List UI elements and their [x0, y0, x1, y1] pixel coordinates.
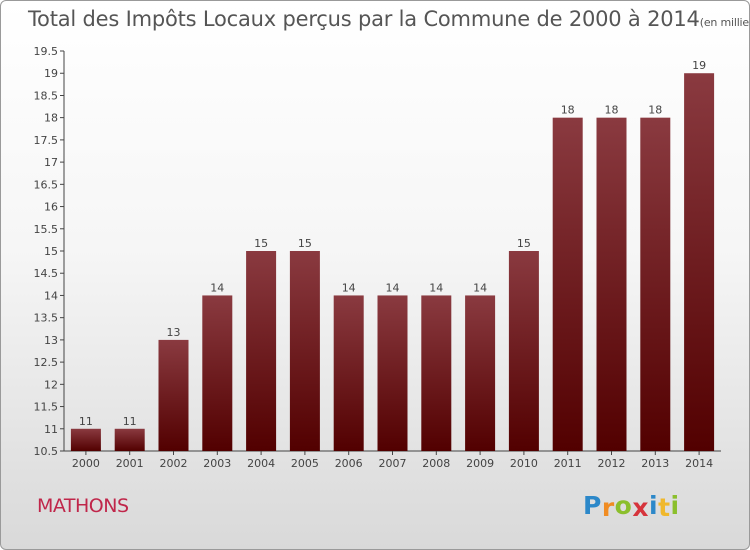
proxiti-logo[interactable]: Proxiti [583, 491, 680, 522]
bar-value-label: 18 [605, 104, 619, 117]
bar [684, 73, 715, 451]
y-tick-label: 13 [44, 334, 58, 347]
y-tick-label: 14.5 [34, 267, 59, 280]
bar [421, 295, 452, 451]
bar [158, 339, 189, 451]
bar [333, 295, 364, 451]
x-tick-label: 2013 [641, 457, 669, 470]
y-tick-label: 12 [44, 378, 58, 391]
y-tick-label: 11 [44, 423, 58, 436]
chart-unit: (en milliers d'€) [699, 16, 749, 29]
logo-letter: i [649, 491, 659, 520]
bar [596, 117, 627, 452]
bar [465, 295, 496, 451]
y-tick-label: 16 [44, 201, 58, 214]
x-tick-label: 2008 [422, 457, 450, 470]
logo-letter: t [658, 493, 671, 522]
bar-value-label: 18 [648, 104, 662, 117]
y-tick-label: 10.5 [34, 445, 59, 458]
bar-value-label: 14 [342, 281, 356, 294]
bar-value-label: 11 [79, 415, 93, 428]
bar-value-label: 19 [692, 59, 706, 72]
x-tick-label: 2006 [335, 457, 363, 470]
x-tick-label: 2007 [379, 457, 407, 470]
x-tick-label: 2003 [203, 457, 231, 470]
logo-letter: P [583, 491, 602, 520]
bar [202, 295, 233, 451]
bar [640, 117, 671, 452]
y-tick-label: 17 [44, 156, 58, 169]
bar-value-label: 18 [561, 104, 575, 117]
x-tick-label: 2002 [160, 457, 188, 470]
bar-value-label: 15 [254, 237, 268, 250]
bar [552, 117, 583, 452]
logo-letter: o [614, 491, 633, 520]
y-tick-label: 18.5 [34, 89, 59, 102]
y-tick-label: 15 [44, 245, 58, 258]
chart-title-text: Total des Impôts Locaux perçus par la Co… [28, 7, 700, 31]
bar-value-label: 14 [473, 281, 487, 294]
y-tick-label: 16.5 [34, 178, 59, 191]
bar-value-label: 11 [123, 415, 137, 428]
x-tick-label: 2010 [510, 457, 538, 470]
bar [70, 428, 101, 451]
bar [246, 251, 277, 451]
x-tick-label: 2000 [72, 457, 100, 470]
y-tick-label: 13.5 [34, 312, 59, 325]
y-tick-label: 17.5 [34, 134, 59, 147]
y-tick-label: 15.5 [34, 223, 59, 236]
x-tick-label: 2004 [247, 457, 275, 470]
bar-value-label: 14 [210, 281, 224, 294]
logo-letter: r [601, 493, 615, 522]
bar [377, 295, 408, 451]
x-tick-label: 2014 [685, 457, 713, 470]
bar-value-label: 14 [429, 281, 443, 294]
x-tick-label: 2009 [466, 457, 494, 470]
y-tick-label: 18 [44, 112, 58, 125]
y-tick-label: 19 [44, 67, 58, 80]
bar-value-label: 15 [517, 237, 531, 250]
y-tick-label: 14 [44, 289, 58, 302]
bar-value-label: 13 [167, 326, 181, 339]
bar [508, 251, 539, 451]
bar [289, 251, 320, 451]
commune-name: MATHONS [37, 495, 129, 517]
x-tick-label: 2012 [598, 457, 626, 470]
y-tick-label: 19.5 [34, 45, 59, 58]
y-tick-label: 12.5 [34, 356, 59, 369]
bar-value-label: 15 [298, 237, 312, 250]
logo-letter: x [632, 493, 649, 522]
x-tick-label: 2011 [554, 457, 582, 470]
chart-title: Total des Impôts Locaux perçus par la Co… [28, 7, 749, 31]
logo-letter: i [670, 491, 680, 520]
bar [114, 428, 145, 451]
y-tick-label: 11.5 [34, 401, 59, 414]
x-tick-label: 2005 [291, 457, 319, 470]
x-tick-label: 2001 [116, 457, 144, 470]
bar-value-label: 14 [386, 281, 400, 294]
